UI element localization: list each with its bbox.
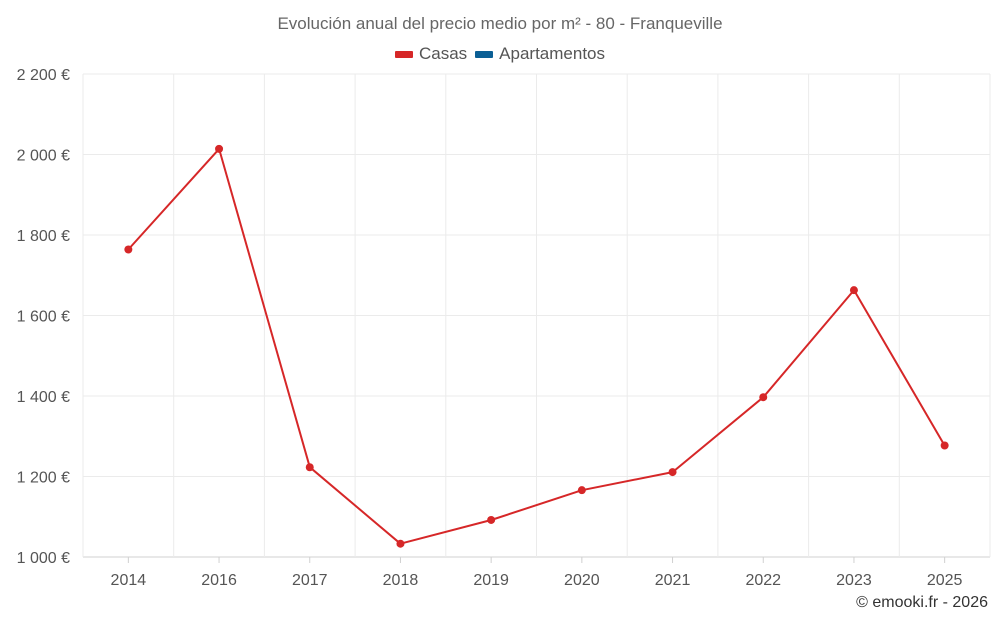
y-tick-label: 2 000 € (17, 148, 70, 165)
y-tick-label: 1 000 € (17, 550, 70, 567)
y-tick-label: 1 200 € (17, 470, 70, 487)
y-tick-label: 1 600 € (17, 309, 70, 326)
data-point-casas (396, 539, 405, 548)
data-point-casas (849, 286, 858, 295)
data-point-casas (577, 486, 586, 495)
x-tick-label: 2019 (473, 572, 509, 589)
x-tick-label: 2022 (745, 572, 781, 589)
x-tick-label: 2021 (655, 572, 691, 589)
x-tick-label: 2017 (292, 572, 328, 589)
x-tick-label: 2023 (836, 572, 872, 589)
data-point-casas (305, 463, 314, 472)
data-point-casas (487, 515, 496, 524)
y-tick-label: 1 800 € (17, 228, 70, 245)
x-tick-label: 2018 (383, 572, 419, 589)
credit-text: © emooki.fr - 2026 (856, 594, 988, 611)
x-tick-label: 2014 (111, 572, 147, 589)
y-tick-label: 1 400 € (17, 389, 70, 406)
legend-swatch-casas (394, 50, 413, 58)
x-tick-label: 2020 (564, 572, 600, 589)
legend: Casas Apartamentos (0, 44, 1000, 64)
legend-label-casas: Casas (418, 44, 468, 63)
y-tick-label: 2 200 € (17, 67, 70, 84)
legend-item-casas[interactable]: Casas (394, 44, 468, 64)
x-tick-label: 2025 (927, 572, 963, 589)
chart-title: Evolución anual del precio medio por m² … (277, 14, 723, 33)
data-point-casas (215, 144, 224, 153)
data-point-casas (759, 393, 768, 402)
x-tick-label: 2016 (201, 572, 237, 589)
series-line-casas (127, 147, 946, 545)
legend-label-apartamentos: Apartamentos (499, 44, 606, 63)
data-point-casas (940, 441, 949, 450)
data-point-casas (668, 468, 677, 477)
legend-item-apartamentos[interactable]: Apartamentos (475, 44, 605, 64)
legend-swatch-apartamentos (475, 50, 494, 58)
data-point-casas (124, 245, 133, 254)
